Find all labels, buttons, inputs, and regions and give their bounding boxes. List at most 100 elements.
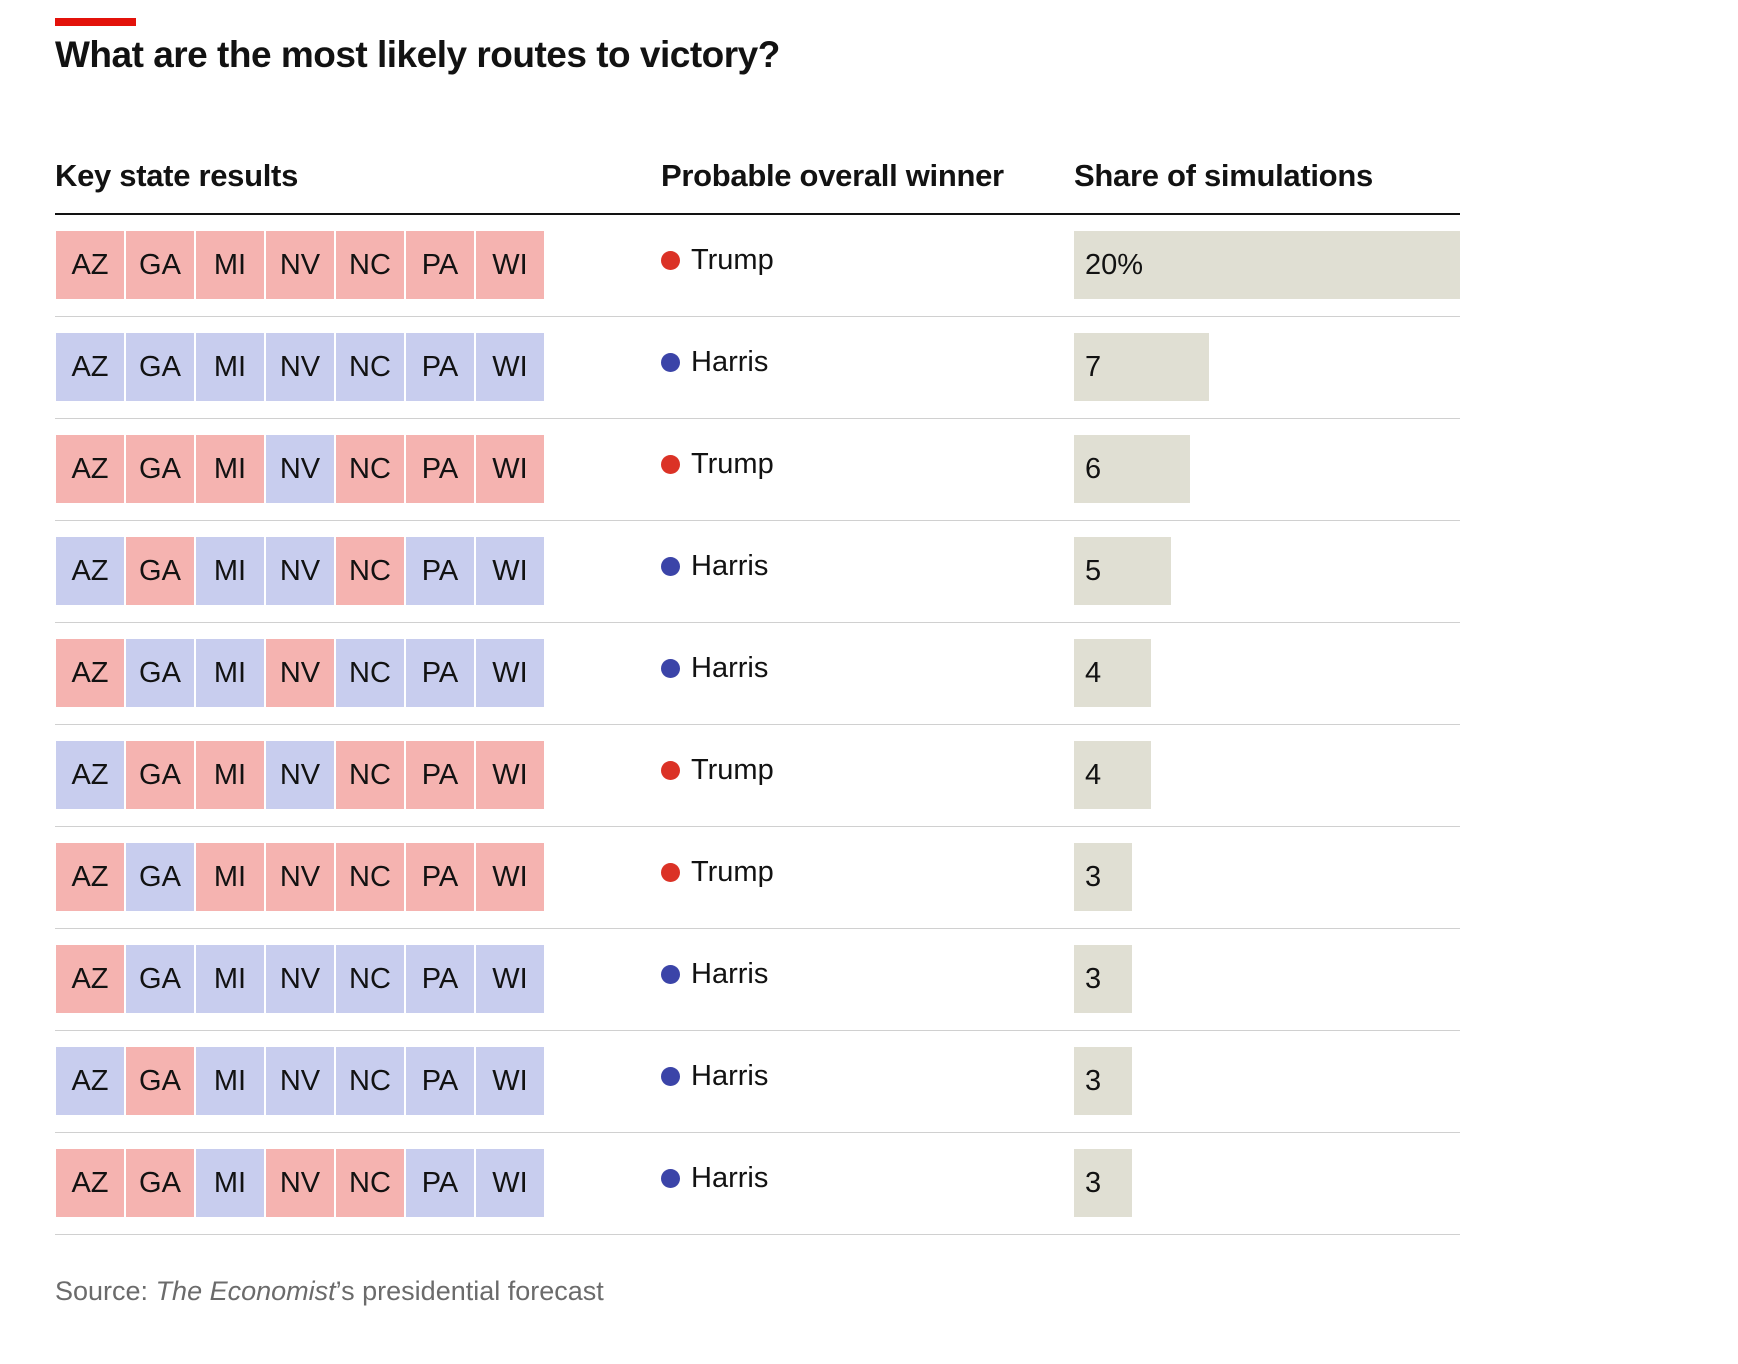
state-cell-nc: NC <box>336 435 404 503</box>
share-bar <box>1074 945 1132 1013</box>
state-cell-ga: GA <box>126 333 194 401</box>
state-cell-pa: PA <box>406 435 474 503</box>
winner-dot-icon <box>661 761 680 780</box>
state-cell-mi: MI <box>196 333 264 401</box>
share-label: 3 <box>1085 860 1102 893</box>
winner-dot-icon <box>661 353 680 372</box>
state-cell-nc: NC <box>336 843 404 911</box>
header-key-state-results: Key state results <box>55 158 299 193</box>
share-label: 3 <box>1085 1166 1102 1199</box>
state-cell-mi: MI <box>196 231 264 299</box>
winner: Harris <box>661 550 768 583</box>
state-cell-nv: NV <box>266 843 334 911</box>
state-cell-mi: MI <box>196 537 264 605</box>
state-cell-az: AZ <box>56 537 124 605</box>
source-note: Source: The Economist’s presidential for… <box>55 1276 604 1307</box>
state-cell-nv: NV <box>266 741 334 809</box>
winner-name: Trump <box>691 244 774 276</box>
state-cell-pa: PA <box>406 843 474 911</box>
state-cell-wi: WI <box>476 945 544 1013</box>
winner-dot-icon <box>661 1067 680 1086</box>
winner-dot-icon <box>661 659 680 678</box>
brand-accent-bar <box>55 18 136 26</box>
winner-name: Harris <box>691 550 769 582</box>
state-cell-nv: NV <box>266 231 334 299</box>
state-cell-nc: NC <box>336 537 404 605</box>
winner: Trump <box>661 244 774 277</box>
share-bar <box>1074 537 1171 605</box>
header-share-of-simulations: Share of simulations <box>1074 158 1373 193</box>
share-label: 4 <box>1085 758 1102 791</box>
state-cell-az: AZ <box>56 945 124 1013</box>
source-publication: The Economist <box>155 1276 336 1306</box>
winner-dot-icon <box>661 863 680 882</box>
state-results: AZ GA MI NV NC PA WI <box>56 231 546 299</box>
share-bar <box>1074 435 1190 503</box>
share-bar <box>1074 741 1151 809</box>
state-cell-nc: NC <box>336 1047 404 1115</box>
state-cell-wi: WI <box>476 537 544 605</box>
state-cell-wi: WI <box>476 231 544 299</box>
winner-name: Harris <box>691 652 769 684</box>
state-cell-nv: NV <box>266 945 334 1013</box>
state-cell-nc: NC <box>336 741 404 809</box>
state-cell-nv: NV <box>266 537 334 605</box>
share-label: 7 <box>1085 350 1102 383</box>
table-row: AZ GA MI NV NC PA WI Trump 3 <box>55 827 1460 929</box>
state-cell-ga: GA <box>126 435 194 503</box>
state-results: AZ GA MI NV NC PA WI <box>56 639 546 707</box>
winner-name: Trump <box>691 856 774 888</box>
state-cell-pa: PA <box>406 537 474 605</box>
state-cell-ga: GA <box>126 741 194 809</box>
winner-dot-icon <box>661 965 680 984</box>
source-prefix: Source: <box>55 1276 156 1306</box>
winner: Harris <box>661 346 768 379</box>
share-bar <box>1074 1149 1132 1217</box>
state-cell-pa: PA <box>406 639 474 707</box>
state-cell-mi: MI <box>196 639 264 707</box>
winner: Harris <box>661 1162 768 1195</box>
state-cell-ga: GA <box>126 1149 194 1217</box>
state-cell-ga: GA <box>126 537 194 605</box>
winner: Trump <box>661 448 774 481</box>
share-bar <box>1074 1047 1132 1115</box>
state-cell-az: AZ <box>56 435 124 503</box>
state-cell-az: AZ <box>56 1047 124 1115</box>
share-bar <box>1074 639 1151 707</box>
table-row: AZ GA MI NV NC PA WI Harris 3 <box>55 1031 1460 1133</box>
share-bar <box>1074 333 1209 401</box>
state-cell-az: AZ <box>56 843 124 911</box>
table-row: AZ GA MI NV NC PA WI Harris 3 <box>55 1133 1460 1235</box>
winner-name: Trump <box>691 448 774 480</box>
state-cell-mi: MI <box>196 741 264 809</box>
state-cell-pa: PA <box>406 1149 474 1217</box>
state-cell-wi: WI <box>476 1149 544 1217</box>
state-cell-ga: GA <box>126 1047 194 1115</box>
winner: Trump <box>661 754 774 787</box>
winner-dot-icon <box>661 455 680 474</box>
state-cell-pa: PA <box>406 231 474 299</box>
share-label: 20% <box>1085 248 1144 281</box>
state-cell-az: AZ <box>56 741 124 809</box>
share-bar <box>1074 843 1132 911</box>
state-cell-az: AZ <box>56 639 124 707</box>
winner: Trump <box>661 856 774 889</box>
state-cell-mi: MI <box>196 1149 264 1217</box>
state-results: AZ GA MI NV NC PA WI <box>56 843 546 911</box>
header-rule <box>55 213 1460 215</box>
state-cell-wi: WI <box>476 639 544 707</box>
state-cell-ga: GA <box>126 639 194 707</box>
state-cell-mi: MI <box>196 1047 264 1115</box>
state-cell-nv: NV <box>266 639 334 707</box>
winner: Harris <box>661 652 768 685</box>
share-label: 5 <box>1085 554 1102 587</box>
share-label: 6 <box>1085 452 1102 485</box>
state-cell-az: AZ <box>56 333 124 401</box>
state-cell-nv: NV <box>266 1149 334 1217</box>
source-suffix: ’s presidential forecast <box>335 1276 604 1306</box>
state-results: AZ GA MI NV NC PA WI <box>56 333 546 401</box>
routes-table: AZ GA MI NV NC PA WI Trump 20% AZ GA MI NV NC PA WI Harr… <box>55 215 1460 1235</box>
state-cell-nc: NC <box>336 1149 404 1217</box>
state-cell-pa: PA <box>406 741 474 809</box>
state-cell-ga: GA <box>126 945 194 1013</box>
